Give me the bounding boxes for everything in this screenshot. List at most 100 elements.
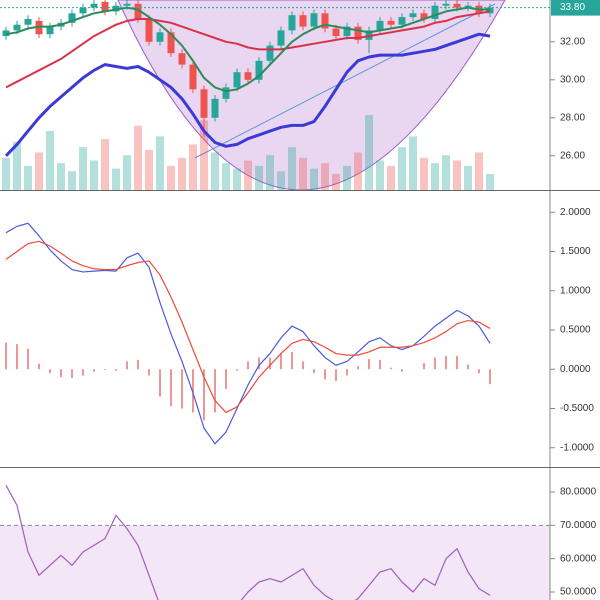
y-tick-label: 28.00 [560, 112, 585, 123]
pane [5, 222, 491, 445]
candle-body [222, 87, 230, 99]
volume-bar [255, 165, 263, 190]
candle-body [266, 45, 274, 61]
y-tick-label: 2.0000 [560, 207, 591, 218]
candle-body [244, 72, 252, 80]
pane [0, 485, 550, 600]
candle-body [79, 7, 87, 14]
candle-body [90, 3, 98, 8]
indicator-line [4, 32, 491, 157]
volume-bar [145, 149, 153, 190]
candle-body [332, 28, 340, 37]
volume-bar [442, 155, 450, 190]
volume-bar [222, 163, 230, 190]
candle-body [189, 64, 197, 90]
volume-bar [156, 136, 164, 190]
candle-body [288, 15, 296, 31]
volume-bar [200, 120, 208, 190]
volume-bar [387, 165, 395, 190]
y-tick-label: -1.0000 [560, 442, 594, 453]
candle-body [409, 13, 417, 18]
volume-bar [365, 115, 373, 190]
volume-bar [57, 163, 65, 190]
volume-bar [46, 131, 54, 190]
volume-bar [376, 160, 384, 190]
volume-bar [343, 165, 351, 190]
candle-body [310, 13, 318, 27]
y-tick-label: 1.5000 [560, 246, 591, 257]
volume-bar [398, 147, 406, 190]
indicator-line [5, 6, 490, 93]
candle-body [68, 13, 76, 23]
candle-body [431, 5, 439, 19]
y-tick-label: 32.00 [560, 36, 585, 47]
indicator-line [5, 240, 491, 414]
volume-bar [332, 173, 340, 190]
rsi-band [0, 525, 550, 600]
candle-body [453, 3, 461, 8]
candle-body [200, 89, 208, 118]
y-tick-label: 80.0000 [560, 487, 597, 498]
candle-body [376, 20, 384, 31]
candle-body [442, 3, 450, 6]
candle-body [123, 3, 131, 6]
y-tick-label: 30.00 [560, 74, 585, 85]
volume-bar [475, 152, 483, 190]
volume-bar [420, 157, 428, 190]
volume-bar [321, 163, 329, 190]
trend-line [194, 3, 496, 159]
y-tick-label: 60.0000 [560, 553, 597, 564]
pane [2, 0, 494, 190]
candle-body [420, 13, 428, 19]
volume-bar [299, 157, 307, 190]
volume-bar [178, 157, 186, 190]
volume-bar [123, 155, 131, 190]
volume-bar [13, 141, 21, 190]
candle-body [255, 60, 263, 80]
last-price-label: 33.80 [560, 2, 585, 13]
candle-body [167, 32, 175, 54]
volume-bar [90, 160, 98, 190]
volume-bar [453, 160, 461, 190]
volume-bar [233, 168, 241, 190]
indicator-line [5, 222, 491, 445]
candle-body [134, 3, 142, 19]
volume-bar [112, 168, 120, 190]
y-tick-label: 1.0000 [560, 285, 591, 296]
volume-bar [2, 157, 10, 190]
candle-body [354, 26, 362, 40]
volume-bar [431, 163, 439, 190]
candle-body [145, 19, 153, 42]
volume-bar [211, 152, 219, 190]
y-tick-label: -0.5000 [560, 403, 594, 414]
indicator-line [5, 10, 491, 89]
volume-bar [244, 160, 252, 190]
indicator-line [5, 485, 491, 600]
volume-bar [167, 165, 175, 190]
candle-body [343, 26, 351, 37]
y-tick-label: 50.0000 [560, 587, 597, 598]
volume-bar [288, 147, 296, 190]
volume-bar [277, 171, 285, 190]
candle-body [211, 98, 219, 118]
candle-body [387, 20, 395, 25]
y-tick-label: 0.0000 [560, 364, 591, 375]
volume-bar [24, 165, 32, 190]
volume-bar [101, 139, 109, 190]
y-tick-label: 26.00 [560, 150, 585, 161]
volume-bar [354, 152, 362, 190]
volume-bar [266, 155, 274, 190]
volume-bar [486, 173, 494, 190]
candle-body [398, 17, 406, 25]
volume-bar [310, 168, 318, 190]
volume-bar [134, 125, 142, 190]
candle-body [24, 19, 32, 25]
candle-body [277, 30, 285, 46]
candle-body [13, 24, 21, 31]
y-tick-label: 70.0000 [560, 520, 597, 531]
candle-body [321, 13, 329, 29]
candle-body [233, 72, 241, 88]
candle-body [101, 1, 109, 12]
volume-bar [68, 171, 76, 190]
